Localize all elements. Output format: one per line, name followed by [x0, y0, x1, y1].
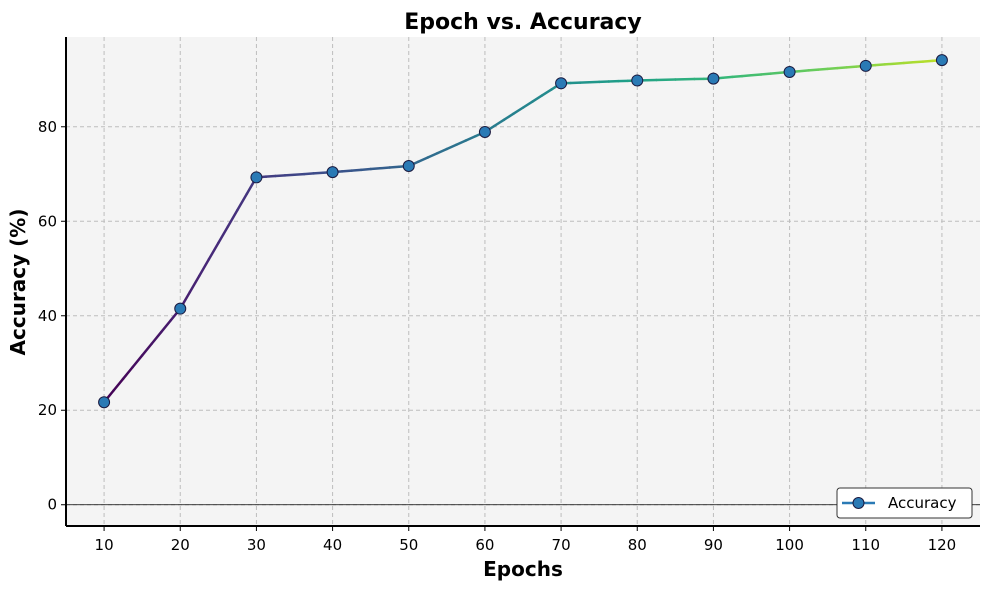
y-axis-label: Accuracy (%) [6, 209, 30, 356]
line-segment [150, 330, 163, 345]
line-segment [274, 174, 287, 178]
line-segment [893, 61, 906, 65]
line-segment [902, 61, 915, 65]
line-segment [140, 342, 153, 357]
y-tick-label: 60 [38, 212, 57, 230]
line-segment [845, 65, 858, 69]
line-segment [769, 71, 782, 75]
line-segment [217, 225, 230, 245]
line-segment [207, 241, 220, 261]
y-tick-label: 20 [38, 401, 57, 419]
data-point [935, 54, 948, 67]
x-tick-label: 110 [851, 536, 880, 554]
data-point [98, 396, 111, 409]
axes [65, 37, 980, 527]
x-tick-label: 60 [475, 536, 494, 554]
line-segment [302, 172, 315, 176]
line-segment [436, 147, 449, 155]
legend-label: Accuracy [888, 494, 957, 512]
legend-box [836, 487, 973, 519]
y-tick-label: 0 [47, 496, 57, 514]
line-segment [531, 94, 544, 103]
line-segment [378, 166, 391, 170]
line-segment [826, 66, 839, 71]
x-tick-label: 50 [399, 536, 418, 554]
line-segment [340, 169, 353, 173]
line-segment [759, 72, 772, 76]
data-point [250, 171, 263, 184]
x-tick-label: 80 [628, 536, 647, 554]
line-segment [198, 258, 211, 278]
x-tick-label: 30 [247, 536, 266, 554]
line-segment [312, 171, 325, 175]
plot-area [66, 37, 980, 526]
line-segment [293, 172, 306, 176]
line-segment [750, 73, 763, 77]
x-ticks: 10 20 30 40 50 60 70 80 90 100 110 120 [95, 526, 957, 554]
line-segment [807, 68, 820, 72]
chart-title: Epoch vs. Accuracy [404, 10, 642, 35]
y-ticks: 0 20 40 60 80 [38, 118, 66, 514]
data-point [555, 77, 568, 90]
accuracy-markers [98, 54, 948, 409]
line-segment [721, 75, 734, 79]
data-point [402, 159, 415, 172]
x-tick-label: 100 [775, 536, 804, 554]
legend-marker [852, 497, 865, 509]
x-tick-label: 20 [171, 536, 190, 554]
line-segment [388, 165, 401, 169]
y-tick-label: 80 [38, 118, 57, 136]
line-segment [874, 63, 887, 67]
data-point [631, 74, 644, 87]
line-segment [112, 377, 125, 392]
line-segment [797, 69, 810, 73]
line-segment [521, 100, 534, 109]
line-segment [121, 365, 134, 381]
line-segment [417, 156, 430, 163]
line-segment [283, 173, 296, 177]
line-segment [159, 319, 172, 334]
x-tick-label: 10 [95, 536, 114, 554]
line-segment [502, 112, 515, 122]
x-tick-label: 120 [928, 536, 957, 554]
x-tick-label: 40 [323, 536, 342, 554]
data-point [707, 72, 720, 85]
line-segment [264, 174, 277, 178]
line-segment [731, 74, 744, 79]
data-point [326, 166, 339, 179]
legend: Accuracy [836, 487, 973, 519]
line-segment [445, 143, 458, 151]
y-tick-label: 40 [38, 307, 57, 325]
line-segment [131, 354, 144, 369]
line-segment [740, 74, 753, 78]
line-segment [236, 192, 249, 212]
line-segment [493, 118, 506, 128]
line-segment [921, 59, 934, 63]
line-segment [359, 167, 372, 172]
line-segment [912, 60, 925, 64]
data-point [859, 59, 872, 72]
x-tick-label: 70 [552, 536, 571, 554]
line-segment [540, 88, 553, 97]
line-segment [464, 134, 477, 142]
line-segment [226, 208, 239, 228]
line-segment [512, 106, 525, 115]
line-segment [835, 66, 848, 70]
line-segment [455, 139, 468, 146]
x-tick-label: 90 [704, 536, 723, 554]
line-segment [816, 67, 829, 71]
data-point [174, 302, 187, 315]
line-segment [369, 167, 382, 171]
data-point [478, 125, 491, 138]
line-segment [350, 168, 363, 172]
line-segment [426, 151, 439, 159]
line-segment [188, 274, 201, 294]
line-segment [883, 62, 896, 66]
data-point [783, 65, 796, 78]
x-axis-label: Epochs [483, 557, 563, 581]
